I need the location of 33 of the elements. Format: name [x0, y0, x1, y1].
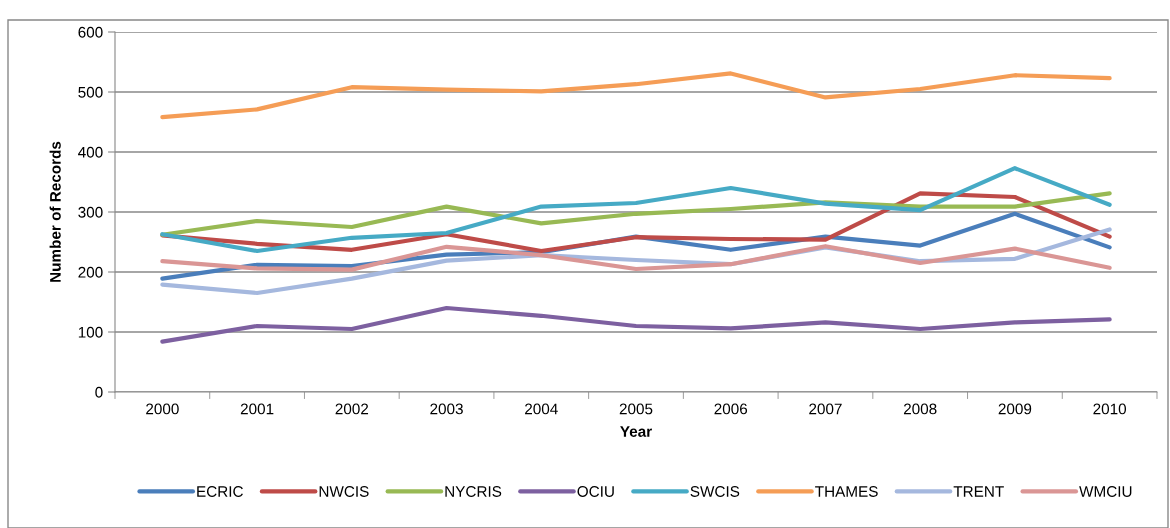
- legend-label: NYCRIS: [445, 486, 502, 497]
- y-axis-title: Number of Records: [49, 141, 61, 282]
- legend-label: ECRIC: [197, 486, 243, 497]
- legend-label: TRENT: [953, 486, 1004, 497]
- x-tick-label: 2004: [525, 403, 558, 415]
- line-series: [160, 166, 1112, 254]
- y-tick-label: 200: [78, 266, 103, 278]
- y-tick-label: 600: [78, 26, 103, 38]
- x-tick-label: 2003: [430, 403, 463, 415]
- x-tick-label: 2010: [1093, 403, 1127, 415]
- y-tick-label: 500: [78, 86, 103, 98]
- x-axis-title: Year: [620, 426, 652, 437]
- y-tick-label: 100: [78, 326, 103, 338]
- x-tick-label: 2002: [335, 403, 369, 415]
- x-tick-label: 2005: [619, 403, 653, 415]
- y-tick-label: 300: [78, 206, 103, 218]
- legend-label: OCIU: [577, 486, 614, 497]
- legend-label: THAMES: [815, 486, 878, 497]
- legend-label: SWCIS: [690, 486, 740, 497]
- line-series: [160, 191, 1112, 237]
- legend-label: NWCIS: [319, 486, 369, 497]
- x-tick-label: 2007: [809, 403, 842, 415]
- x-tick-label: 2000: [146, 403, 179, 415]
- line-series: [160, 244, 1112, 272]
- y-tick-label: 400: [78, 146, 103, 158]
- x-tick-label: 2006: [714, 403, 748, 415]
- legend-label: WMCIU: [1079, 486, 1132, 497]
- line-series: [160, 71, 1112, 120]
- x-tick-label: 2009: [998, 403, 1032, 415]
- x-tick-label: 2008: [903, 403, 937, 415]
- y-tick-label: 0: [95, 386, 103, 398]
- line-series: [160, 305, 1112, 344]
- x-tick-label: 2001: [240, 403, 274, 415]
